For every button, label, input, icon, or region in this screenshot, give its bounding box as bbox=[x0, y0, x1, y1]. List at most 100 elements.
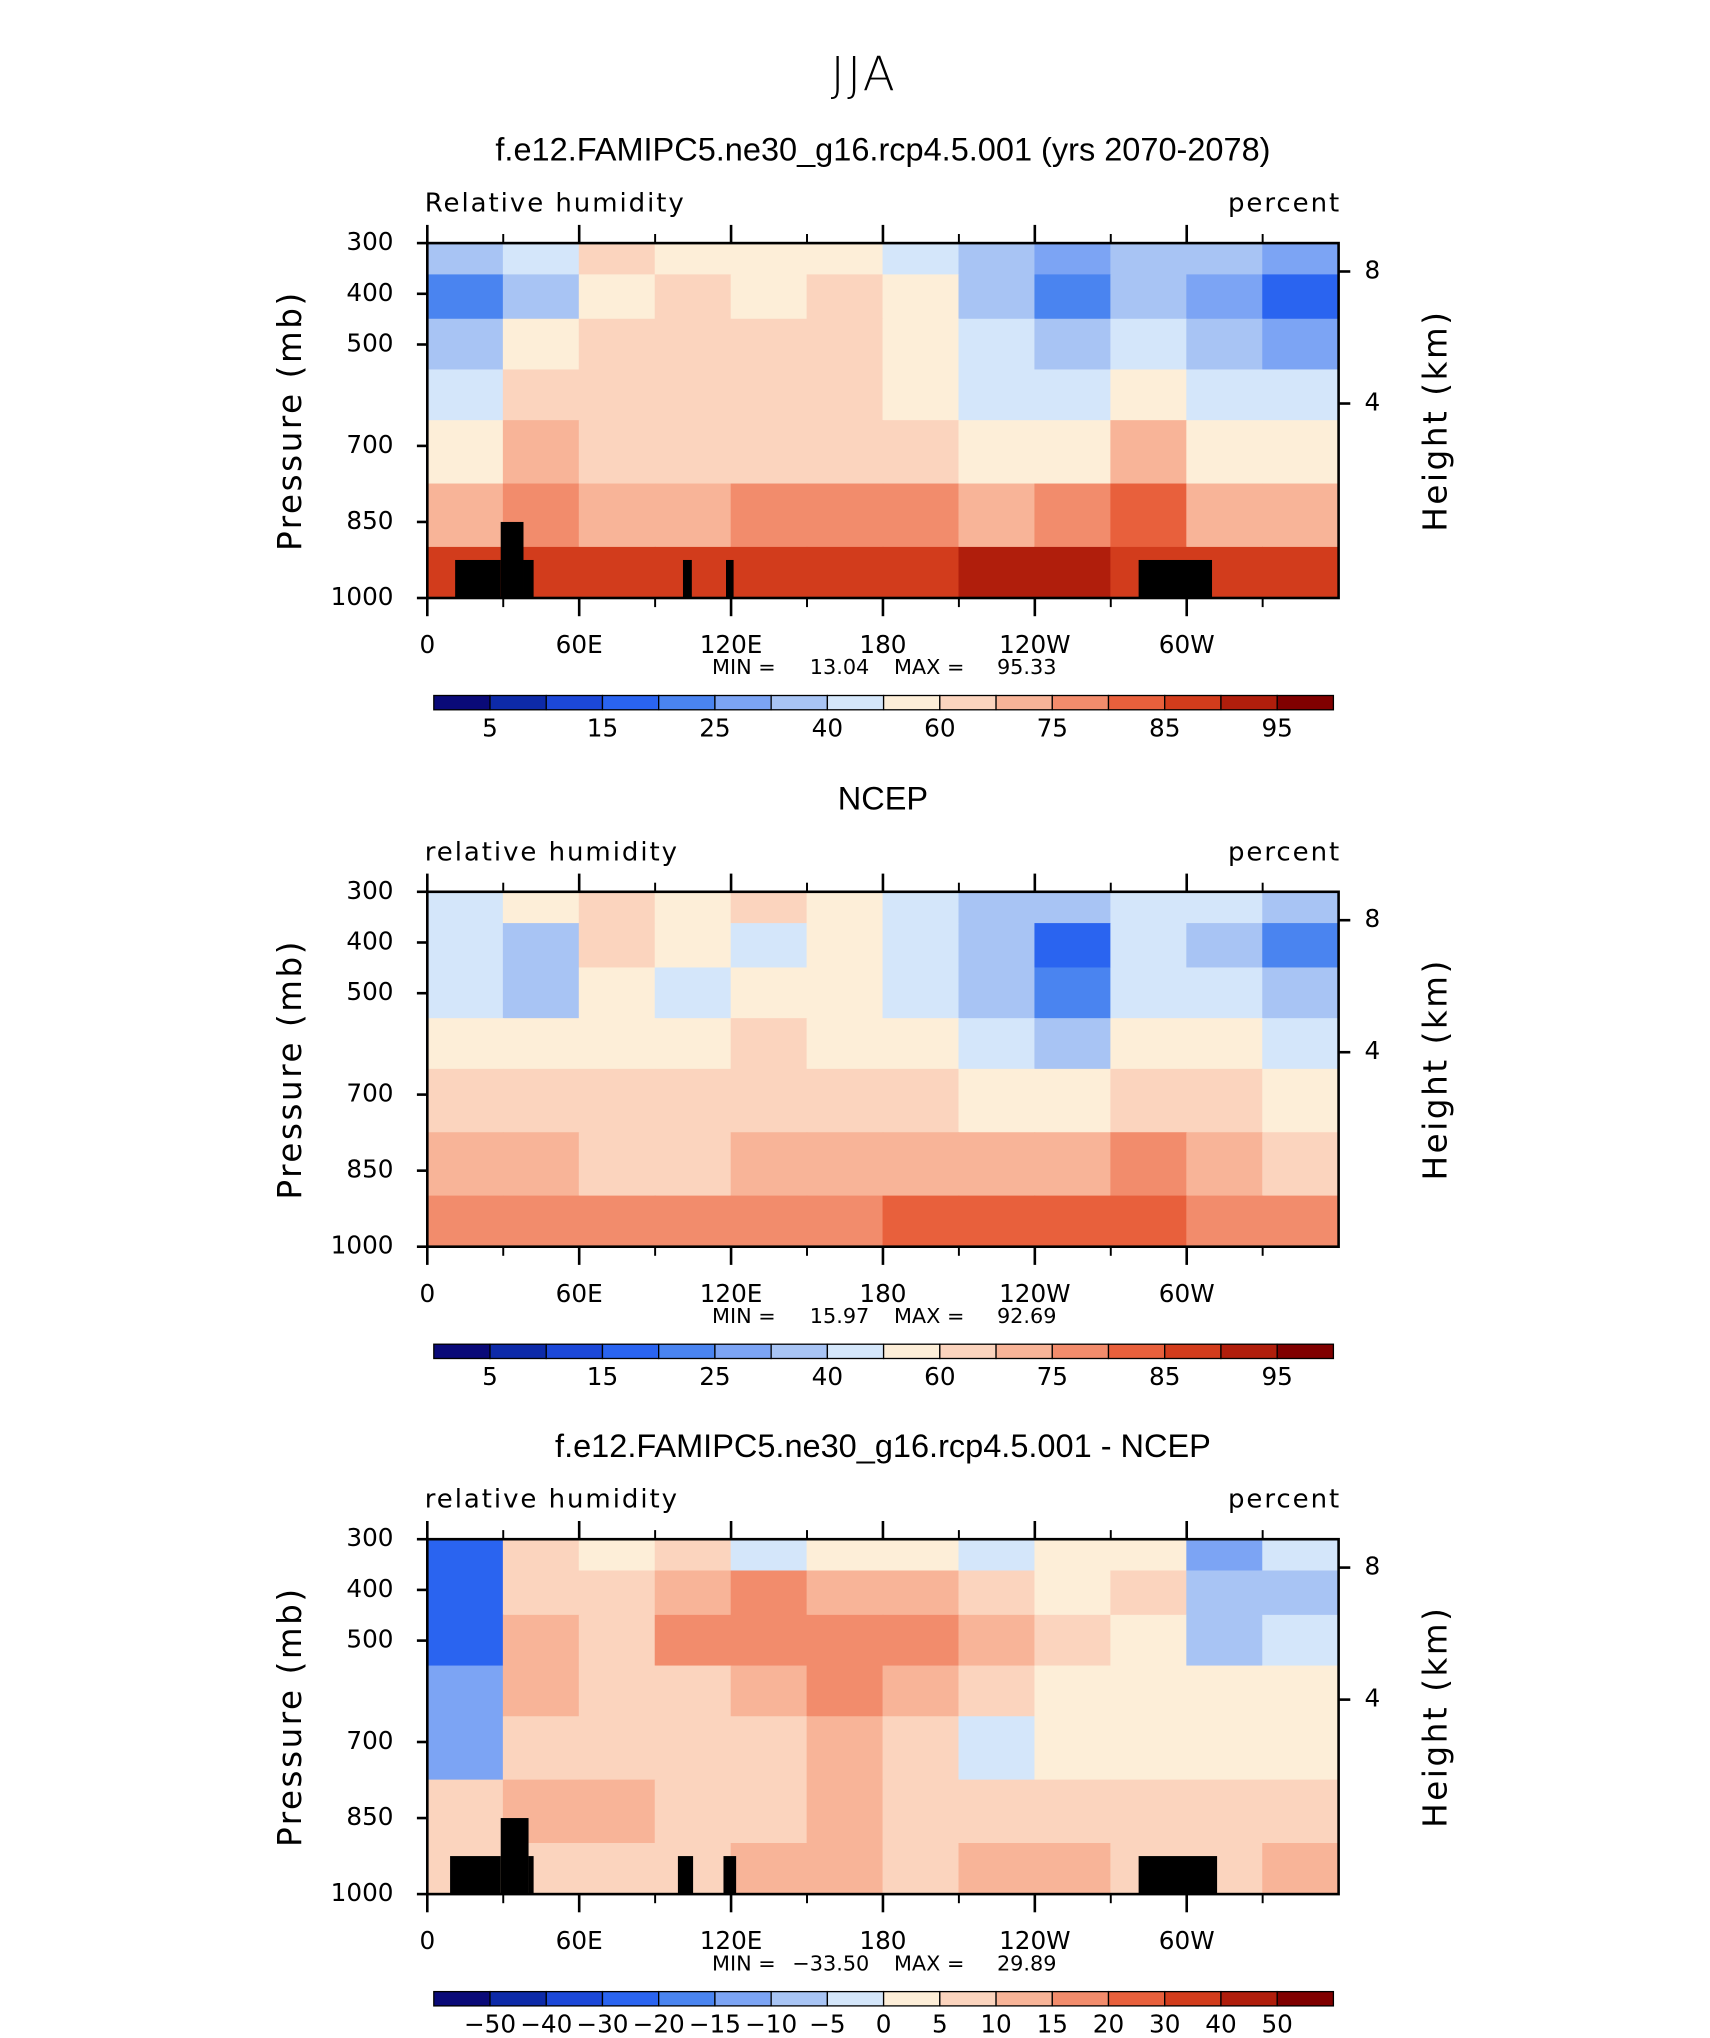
colorbar-box bbox=[826, 1343, 885, 1360]
colorbar-label: 40 bbox=[812, 713, 843, 742]
contour-cell bbox=[958, 546, 1036, 598]
contour-cell bbox=[806, 1665, 884, 1718]
x-tick-label: 60W bbox=[1159, 1926, 1215, 1955]
contour-cell bbox=[654, 967, 732, 1019]
x-tick-label: 120E bbox=[700, 630, 763, 659]
max-label: MAX = bbox=[894, 1951, 964, 1975]
contour-cell bbox=[1110, 420, 1188, 485]
contour-cell bbox=[1034, 1665, 1112, 1718]
colorbar-box bbox=[1164, 694, 1222, 711]
contour-cell bbox=[1186, 274, 1264, 320]
contour-cell bbox=[1034, 1068, 1112, 1134]
contour-cell bbox=[1034, 1779, 1112, 1844]
colorbar-box bbox=[658, 1343, 716, 1360]
y-tick-label: 300 bbox=[346, 876, 393, 905]
colorbar-box bbox=[882, 1343, 941, 1360]
contour-cell bbox=[882, 274, 960, 320]
colorbar-box bbox=[714, 1990, 772, 2007]
contour-cell bbox=[1186, 243, 1264, 276]
colorbar-box bbox=[714, 1343, 772, 1360]
colorbar-box bbox=[433, 694, 491, 711]
y2-tick-label: 8 bbox=[1365, 904, 1381, 933]
colorbar-label: 10 bbox=[980, 2009, 1011, 2038]
min-label: MIN = bbox=[712, 1304, 776, 1328]
x-tick-label: 60W bbox=[1159, 1279, 1215, 1308]
figure-body: JJA f.e12.FAMIPC5.ne30_g16.rcp4.5.001 (y… bbox=[271, 49, 1454, 2038]
contour-cell bbox=[1262, 369, 1339, 421]
contour-field bbox=[427, 891, 1339, 1247]
y-tick-label: 400 bbox=[346, 278, 393, 307]
contour-cell bbox=[578, 923, 656, 969]
contour-cell bbox=[1262, 1018, 1339, 1070]
contour-cell bbox=[1110, 923, 1188, 969]
colorbar-box bbox=[601, 694, 660, 711]
contour-cell bbox=[958, 1132, 1036, 1197]
min-label: MIN = bbox=[712, 1951, 776, 1975]
contour-cell bbox=[806, 546, 884, 598]
contour-cell bbox=[578, 1843, 656, 1895]
contour-cell bbox=[806, 369, 884, 421]
contour-cell bbox=[882, 1539, 960, 1572]
contour-field bbox=[427, 243, 1339, 598]
contour-cell bbox=[1186, 1068, 1264, 1134]
colorbar-label: −5 bbox=[809, 2009, 845, 2038]
colorbar-label: 25 bbox=[699, 713, 730, 742]
contour-cell bbox=[502, 1132, 580, 1197]
colorbar-box bbox=[1220, 1990, 1278, 2007]
contour-cell bbox=[1262, 1665, 1339, 1718]
contour-cell bbox=[502, 1570, 580, 1616]
colorbar-box bbox=[1051, 1343, 1110, 1360]
contour-cell bbox=[806, 923, 884, 969]
contour-cell bbox=[1186, 967, 1264, 1019]
contour-cell bbox=[730, 1665, 808, 1718]
colorbar-box bbox=[770, 1343, 829, 1360]
y-tick-label: 300 bbox=[346, 227, 393, 256]
contour-cell bbox=[427, 1570, 504, 1616]
y-axis-label: Pressure (mb) bbox=[271, 1586, 309, 1847]
x-tick-label: 180 bbox=[859, 1279, 906, 1308]
colorbar-box bbox=[714, 694, 772, 711]
x-tick-label: 120W bbox=[999, 1279, 1071, 1308]
colorbar-label: 30 bbox=[1149, 2009, 1180, 2038]
contour-cell bbox=[427, 318, 504, 371]
contour-cell bbox=[1034, 1570, 1112, 1616]
colorbar-box bbox=[1276, 1343, 1335, 1360]
contour-cell bbox=[730, 923, 808, 969]
contour-cell bbox=[730, 274, 808, 320]
contour-cell bbox=[578, 1539, 656, 1572]
contour-cell bbox=[882, 1614, 960, 1667]
colorbar-box bbox=[1276, 1990, 1335, 2007]
contour-cell bbox=[1262, 1779, 1339, 1844]
contour-cell bbox=[1110, 1665, 1188, 1718]
contour-cell bbox=[578, 546, 656, 598]
contour-cell bbox=[1262, 483, 1339, 548]
max-value: 95.33 bbox=[997, 655, 1057, 679]
colorbar-box bbox=[882, 694, 941, 711]
contour-cell bbox=[1110, 1779, 1188, 1844]
colorbar-box bbox=[882, 1990, 941, 2007]
panel-title: f.e12.FAMIPC5.ne30_g16.rcp4.5.001 - NCEP bbox=[555, 1428, 1211, 1464]
colorbar-label: 0 bbox=[876, 2009, 892, 2038]
contour-cell bbox=[806, 1716, 884, 1781]
contour-cell bbox=[882, 1195, 960, 1247]
contour-cell bbox=[1262, 1843, 1339, 1895]
contour-cell bbox=[578, 1018, 656, 1070]
contour-cell bbox=[1262, 1716, 1339, 1781]
contour-cell bbox=[730, 546, 808, 598]
contour-cell bbox=[958, 1779, 1036, 1844]
contour-cell bbox=[1186, 1570, 1264, 1616]
contour-cell bbox=[654, 483, 732, 548]
contour-cell bbox=[730, 1843, 808, 1895]
colorbar-box bbox=[1164, 1990, 1222, 2007]
colorbar-label: 75 bbox=[1037, 713, 1068, 742]
colorbar-label: −15 bbox=[689, 2009, 741, 2038]
contour-cell bbox=[806, 1195, 884, 1247]
contour-cell bbox=[427, 1132, 504, 1197]
contour-cell bbox=[806, 1068, 884, 1134]
contour-cell bbox=[1034, 1539, 1112, 1572]
contour-cell bbox=[958, 1570, 1036, 1616]
colorbar-box bbox=[995, 1990, 1053, 2007]
contour-cell bbox=[730, 891, 808, 924]
contour-cell bbox=[1186, 318, 1264, 371]
colorbar-label: 85 bbox=[1149, 713, 1180, 742]
